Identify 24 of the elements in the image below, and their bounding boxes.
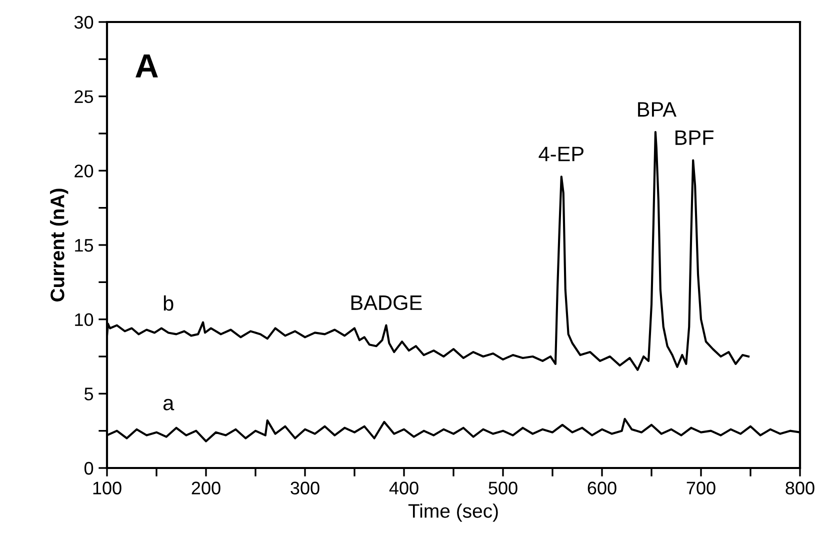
x-axis-title: Time (sec) — [408, 504, 498, 522]
series-label: b — [164, 295, 174, 311]
annotation: BPA — [638, 102, 676, 117]
x-tick-label: 100 — [93, 482, 122, 494]
annotation: A — [136, 54, 158, 78]
y-axis-title: Current (nA) — [50, 188, 68, 302]
x-tick-label: 500 — [488, 482, 518, 494]
y-tick-label: 5 — [84, 388, 94, 400]
annotation: BPF — [676, 130, 714, 145]
x-tick-label: 800 — [786, 482, 814, 494]
annotation: BADGE — [351, 295, 422, 310]
series-label: a — [163, 398, 174, 410]
y-tick-label: 0 — [84, 462, 94, 475]
x-tick-label: 600 — [588, 482, 616, 494]
y-tick-label: 15 — [75, 239, 94, 252]
x-tick-label: 700 — [686, 482, 716, 494]
y-tick-label: 25 — [74, 90, 94, 104]
x-tick-label: 400 — [389, 482, 418, 494]
x-tick-label: 200 — [192, 482, 220, 494]
y-tick-label: 10 — [75, 313, 94, 326]
y-tick-label: 30 — [74, 16, 94, 29]
x-tick-label: 300 — [290, 482, 320, 494]
annotation: 4-EP — [538, 146, 584, 162]
y-tick-label: 20 — [74, 164, 94, 178]
